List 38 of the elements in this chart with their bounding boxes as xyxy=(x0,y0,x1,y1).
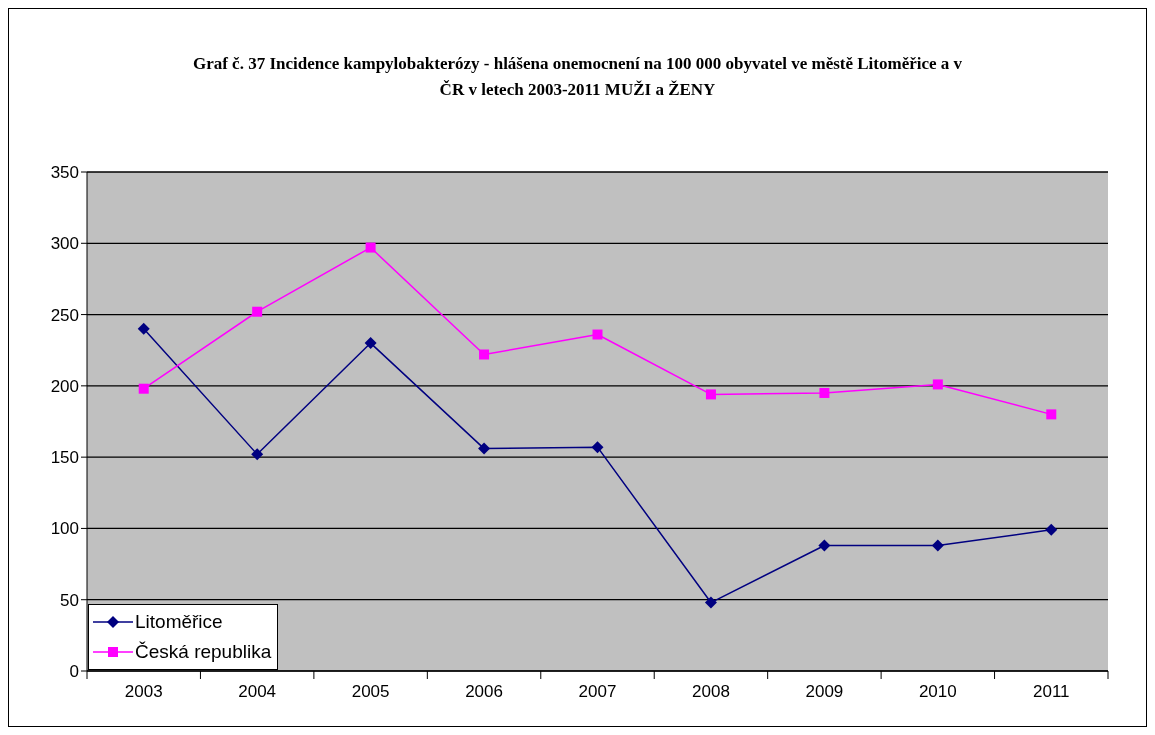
point xyxy=(138,383,149,394)
x-tick-label: 2003 xyxy=(124,682,163,701)
x-tick-label: 2009 xyxy=(805,682,844,701)
point xyxy=(1045,523,1058,536)
x-tick-label: 2006 xyxy=(465,682,503,701)
y-tick-label: 350 xyxy=(50,163,79,183)
point xyxy=(591,441,604,454)
y-tick-label: 250 xyxy=(50,305,79,325)
x-tick-label: 2011 xyxy=(1033,682,1070,701)
point xyxy=(1046,409,1057,420)
point xyxy=(818,539,831,552)
point xyxy=(932,379,943,390)
point xyxy=(592,329,603,340)
point xyxy=(364,337,377,350)
y-tick-label: 50 xyxy=(60,590,79,610)
point xyxy=(479,349,490,360)
x-tick-label: 2005 xyxy=(351,682,390,701)
x-tick-label: 2008 xyxy=(692,682,730,701)
point xyxy=(931,539,944,552)
point xyxy=(704,596,717,609)
legend-label: Litoměřice xyxy=(135,610,223,634)
x-tick-label: 2004 xyxy=(238,682,277,701)
point xyxy=(251,448,264,461)
point xyxy=(819,387,830,398)
point xyxy=(705,389,716,400)
y-tick-label: 0 xyxy=(69,662,79,682)
point xyxy=(252,306,263,317)
x-tick-label: 2010 xyxy=(918,682,957,701)
y-tick-label: 150 xyxy=(50,448,79,468)
legend-label: Česká republika xyxy=(135,640,272,664)
y-tick-label: 300 xyxy=(50,234,79,254)
point xyxy=(137,322,150,335)
point xyxy=(365,242,376,253)
chart-title: Graf č. 37 Incidence kampylobakterózy - hlášena onemocnení na 100 000 obyvatel ve městě Litoměřice a v ČR v letech 2003-2011 MUŽI a ŽENY xyxy=(191,53,964,101)
x-tick-label: 2007 xyxy=(578,682,617,701)
point xyxy=(478,442,491,455)
y-tick-label: 200 xyxy=(50,376,79,396)
y-tick-label: 100 xyxy=(50,519,79,539)
